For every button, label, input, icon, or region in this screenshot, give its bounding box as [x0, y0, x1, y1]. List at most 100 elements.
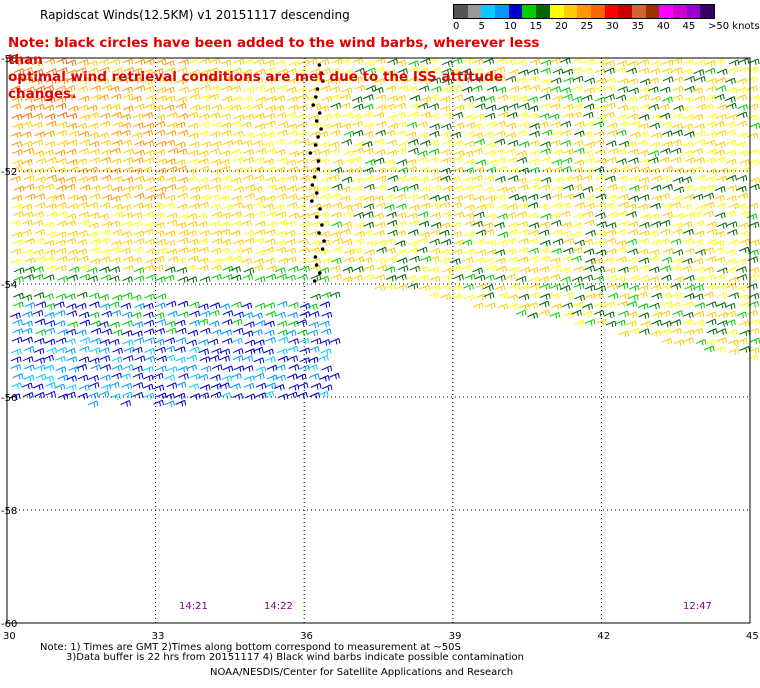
wind-barb — [516, 150, 527, 157]
wind-barb — [682, 257, 693, 265]
wind-barb — [339, 195, 351, 202]
wind-barb — [618, 293, 630, 300]
wind-barb — [560, 276, 571, 283]
contamination-marker — [310, 199, 314, 203]
wind-barb — [285, 274, 296, 282]
legend-swatch — [673, 5, 687, 18]
wind-barb — [143, 366, 154, 373]
wind-barb — [528, 166, 540, 174]
wind-barb — [35, 301, 47, 308]
wind-barb — [384, 204, 395, 211]
wind-barb — [617, 210, 628, 218]
wind-barb — [164, 86, 175, 94]
wind-barb — [661, 337, 673, 345]
wind-barb — [746, 76, 758, 83]
wind-barb — [538, 266, 550, 273]
wind-barb — [33, 211, 44, 218]
wind-barb — [451, 57, 463, 65]
wind-barb — [122, 276, 133, 283]
wind-barb — [693, 69, 705, 76]
wind-barb — [210, 203, 221, 211]
wind-barb — [738, 246, 750, 254]
wind-barb — [725, 139, 737, 147]
wind-barb — [153, 76, 165, 83]
wind-barb — [625, 320, 637, 328]
wind-barb — [320, 168, 331, 175]
wind-barb — [99, 248, 111, 256]
wind-barb — [99, 237, 111, 245]
wind-barb — [705, 139, 716, 147]
wind-barb — [505, 75, 517, 83]
wind-barb — [562, 291, 574, 299]
wind-barb — [550, 264, 562, 272]
wind-barb — [119, 247, 131, 255]
wind-barb — [218, 194, 230, 202]
wind-barb — [659, 238, 670, 245]
wind-barb — [420, 255, 432, 263]
wind-barb — [329, 129, 341, 137]
wind-barb — [605, 175, 616, 183]
wind-barb — [209, 309, 220, 317]
wind-barb — [175, 381, 187, 389]
wind-barb — [189, 301, 200, 309]
wind-barb — [177, 192, 188, 200]
wind-barb — [362, 131, 374, 138]
wind-barb — [164, 354, 176, 362]
wind-barb — [233, 156, 245, 164]
wind-barb — [518, 167, 530, 175]
wind-barb — [339, 58, 351, 66]
wind-barb — [395, 59, 407, 67]
wind-barb — [375, 129, 387, 137]
wind-barb — [254, 210, 266, 218]
wind-barb — [86, 267, 98, 274]
wind-barb — [33, 292, 45, 299]
wind-barb — [297, 329, 308, 337]
wind-barb — [430, 86, 442, 93]
wind-barb — [464, 204, 475, 211]
wind-barb — [497, 186, 508, 194]
contamination-marker — [312, 279, 317, 283]
wind-barb — [462, 256, 474, 264]
wind-barb — [121, 382, 133, 390]
wind-barb — [199, 310, 211, 318]
wind-barb — [405, 158, 417, 166]
wind-barb — [164, 202, 175, 209]
wind-barb — [420, 140, 431, 147]
wind-barb — [319, 141, 331, 149]
wind-barb — [497, 203, 509, 211]
wind-barb — [189, 203, 200, 210]
wind-barb — [353, 211, 365, 219]
wind-barb — [79, 319, 91, 327]
wind-barb — [242, 58, 254, 66]
wind-barb — [98, 390, 110, 398]
wind-barb — [90, 327, 102, 335]
wind-barb — [694, 302, 706, 309]
wind-barb — [483, 284, 494, 291]
wind-barb — [208, 355, 220, 362]
wind-barb — [661, 140, 673, 148]
wind-barb — [211, 264, 222, 272]
wind-barb — [407, 282, 419, 290]
wind-barb — [375, 104, 387, 111]
wind-barb — [692, 113, 703, 121]
wind-barb — [672, 195, 683, 202]
wind-barb — [541, 129, 553, 137]
wind-barb — [10, 356, 22, 363]
wind-barb — [353, 265, 364, 273]
wind-barb — [714, 186, 726, 193]
contamination-marker — [322, 239, 326, 243]
wind-barb — [254, 123, 266, 130]
wind-barb — [505, 237, 517, 245]
wind-barb — [428, 255, 440, 263]
wind-barb — [200, 365, 212, 373]
wind-barb — [318, 211, 330, 219]
wind-barb — [618, 201, 629, 209]
wind-barb — [450, 265, 461, 272]
wind-barb — [297, 238, 309, 245]
wind-barb — [638, 328, 650, 335]
wind-barb — [607, 211, 618, 219]
wind-barb — [143, 264, 154, 272]
wind-barb — [384, 284, 396, 291]
wind-barb — [584, 318, 596, 326]
wind-barb — [361, 140, 373, 148]
